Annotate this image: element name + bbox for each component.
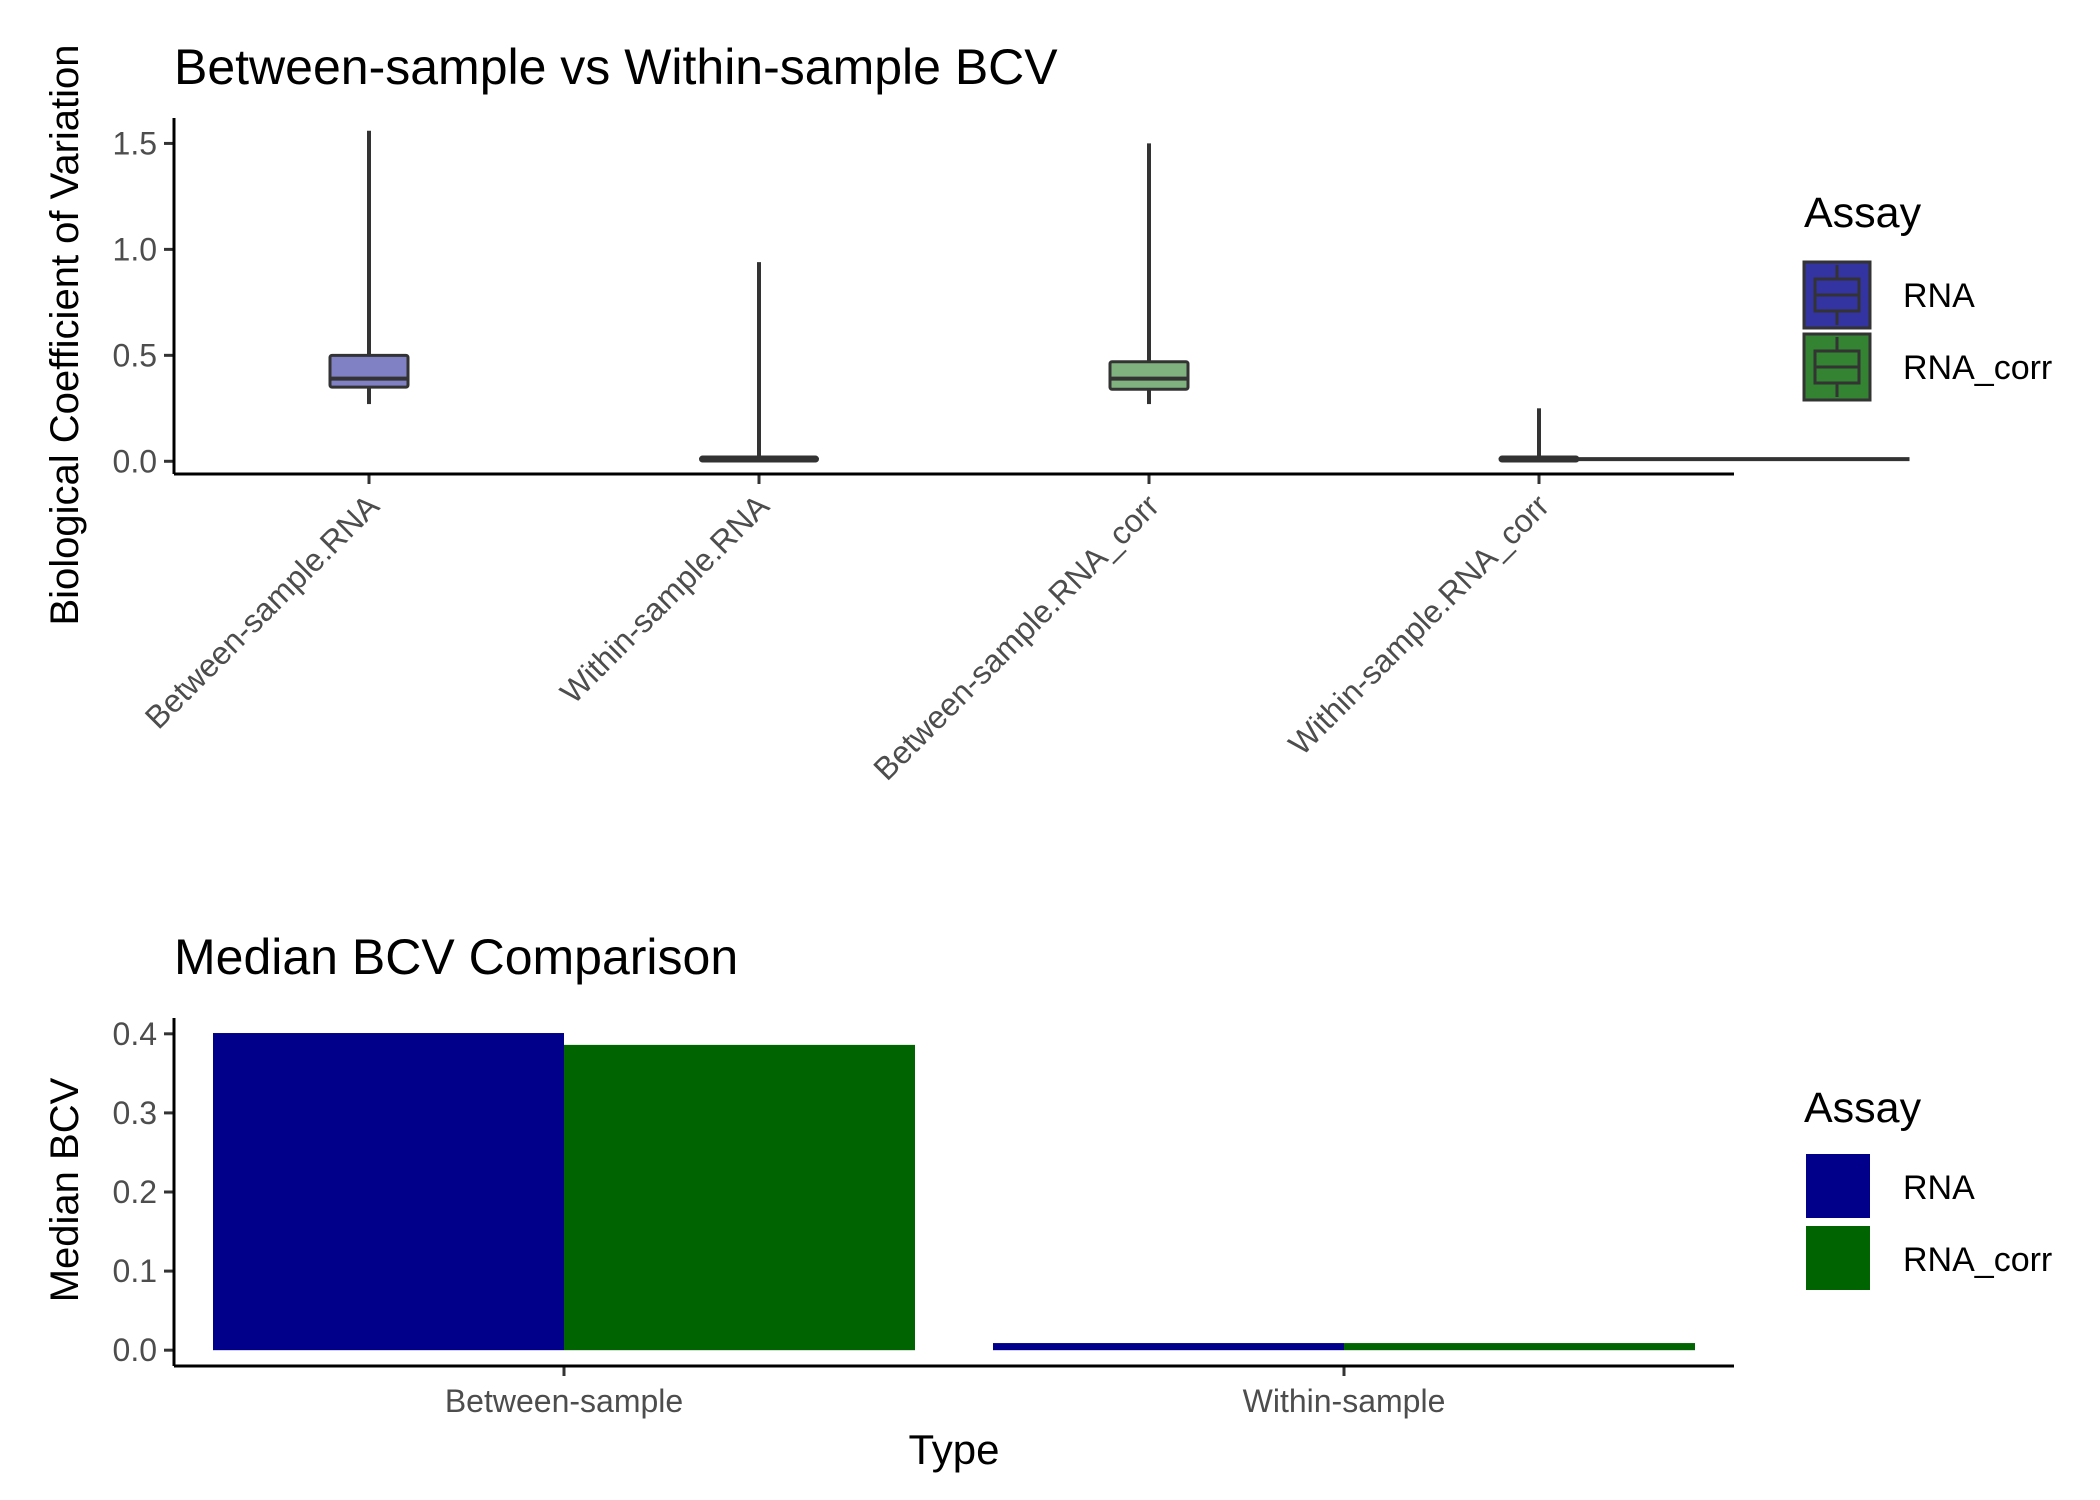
barchart-x-ticks: Between-sample Within-sample [445,1366,1446,1419]
barchart-bar-rna-between-sample [213,1033,564,1351]
boxplot-box-between-sample-rna [328,130,410,405]
barchart-y-tick-label: 0.0 [113,1332,157,1368]
barchart-panel: Median BCV Comparison Median BCV Type 0.… [43,929,2052,1473]
boxplot-legend: Assay RNA RNA_corr [1802,189,2052,402]
barchart-y-tick-label: 0.4 [113,1016,157,1052]
boxplot-legend-title: Assay [1804,189,1922,237]
boxplot-boxes [328,130,1910,463]
boxplot-y-tick-label: 0.0 [113,443,157,479]
barchart-y-tick-label: 0.3 [113,1095,157,1131]
barchart-legend-key [1806,1154,1870,1218]
boxplot-box-within-sample-rna-corr [1498,408,1910,463]
barchart-legend-label: RNA_corr [1903,1241,2052,1279]
barchart-bar-rna-within-sample [993,1343,1344,1351]
barchart-legend-item-rna: RNA [1806,1154,1975,1218]
barchart-x-tick-label: Within-sample [1243,1383,1446,1419]
barchart-bar-rna-corr-between-sample [564,1044,915,1351]
barchart-legend-title: Assay [1804,1084,1922,1132]
barchart-bar-rna-corr-within-sample [1344,1343,1695,1351]
boxplot-iqr-box [328,353,410,389]
boxplot-legend-label: RNA_corr [1903,349,2052,387]
boxplot-iqr-box [1108,360,1190,391]
barchart-bars [213,1033,1695,1351]
boxplot-box-within-sample-rna [699,262,819,463]
barchart-legend-key [1806,1226,1870,1290]
barchart-x-axis-label: Type [908,1426,999,1473]
boxplot-legend-item-rna: RNA [1802,260,1975,330]
boxplot-y-tick-label: 1.0 [113,231,157,267]
barchart-y-axis-label: Median BCV [43,1077,87,1302]
barchart-x-tick-label: Between-sample [445,1383,683,1419]
boxplot-title: Between-sample vs Within-sample BCV [174,39,1058,95]
barchart-legend-label: RNA [1903,1169,1975,1207]
boxplot-y-ticks: 0.0 0.5 1.0 1.5 [113,125,174,479]
boxplot-y-tick-label: 1.5 [113,125,157,161]
barchart-y-tick-label: 0.2 [113,1174,157,1210]
boxplot-legend-item-rna-corr: RNA_corr [1802,332,2052,402]
boxplot-legend-label: RNA [1903,277,1975,315]
barchart-title: Median BCV Comparison [174,929,738,985]
boxplot-y-axis-label: Biological Coefficient of Variation [43,44,87,625]
boxplot-box-between-sample-rna-corr [1108,143,1190,405]
barchart-y-tick-label: 0.1 [113,1253,157,1289]
barchart-y-ticks: 0.0 0.1 0.2 0.3 0.4 [113,1016,174,1368]
boxplot-y-tick-label: 0.5 [113,337,157,373]
barchart-legend: Assay RNA RNA_corr [1804,1084,2052,1290]
barchart-legend-item-rna-corr: RNA_corr [1806,1226,2052,1290]
